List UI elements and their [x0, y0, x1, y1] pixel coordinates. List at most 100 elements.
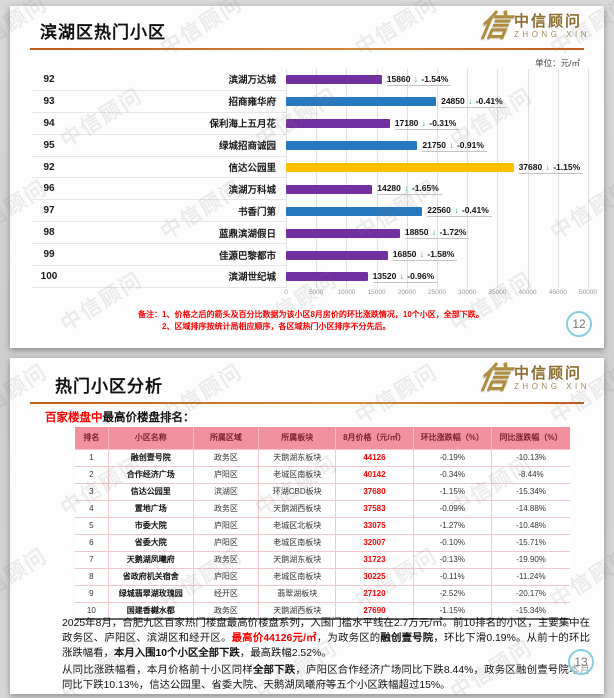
table-row: 6 省委大院 庐阳区 老城区南板块 32007 -0.10% -15.71%	[75, 533, 570, 551]
community-name: 蓝鼎滨湖假日	[218, 228, 276, 240]
title-underline	[30, 402, 584, 404]
table-row: 3 信达公园里 滨湖区 环湖CBD板块 37680 -1.15% -15.34%	[75, 482, 570, 500]
footnote-label: 备注：	[138, 310, 162, 319]
chart-row-label: 92 信达公园里	[32, 157, 286, 179]
column-header: 所属区域	[192, 427, 259, 449]
table-cell: 翡翠湖板块	[258, 584, 336, 602]
bar-value-label: 37680 ↓ -1.15%	[518, 161, 584, 174]
zhongxin-logo-text: 中信顾问 ZHONG XIN	[514, 366, 590, 391]
table-cell: 政务区	[192, 550, 259, 568]
table-cell: 44126	[335, 448, 414, 466]
price-bar	[286, 97, 437, 107]
chart-row-label: 98 蓝鼎滨湖假日	[32, 222, 286, 245]
chart-row-绿城招商诚园: 95 绿城招商诚园 21750 ↓ -0.91%	[32, 135, 588, 157]
table-cell: -1.15%	[412, 601, 492, 619]
table-cell: -0.19%	[412, 448, 492, 466]
x-axis-tick: 30000	[458, 289, 477, 296]
brand-name-en: ZHONG XIN	[514, 29, 590, 39]
table-cell: -20.17%	[491, 584, 570, 602]
gridline	[497, 69, 499, 288]
bar-value-label: 16850 ↓ -1.58%	[392, 249, 458, 262]
rank-number: 97	[43, 205, 55, 217]
table-row: 1 融创壹号院 政务区 天鹅湖东板块 44126 -0.19% -10.13%	[75, 448, 570, 466]
community-name: 佳源巴黎都市	[218, 250, 276, 262]
x-axis-tick: 25000	[427, 289, 447, 296]
table-cell: 合作经济广场	[107, 465, 194, 483]
footnote-lines: 1、价格之后的箭头及百分比数据为该小区8月房价的环比涨跌情况，10个小区，全部下…	[162, 309, 484, 334]
zhongxin-logo-text: 中信顾问 ZHONG XIN	[514, 14, 590, 39]
page-number-badge: 13	[568, 649, 594, 675]
table-cell: -15.34%	[491, 601, 570, 619]
chart-row-label: 97 书香门第	[32, 200, 286, 223]
down-arrow-icon: ↓	[399, 270, 404, 281]
table-cell: -10.13%	[491, 448, 570, 466]
bar-value-label: 15860 ↓ -1.54%	[386, 74, 452, 86]
analysis-text: 2025年8月，合肥九区百家热门楼盘最高价楼盘系列，入围门槛水平线在2.7万元/…	[62, 616, 590, 695]
table-cell: 7	[75, 550, 109, 568]
bar-value-label: 17180 ↓ -0.31%	[394, 118, 460, 130]
table-cell: 40142	[335, 465, 414, 483]
bar-value-label: 21750 ↓ -0.91%	[422, 140, 487, 152]
table-cell: -15.71%	[491, 533, 570, 551]
table-cell: 政务区	[192, 448, 259, 466]
rank-number: 96	[43, 183, 55, 195]
table-cell: -8.44%	[491, 465, 570, 483]
down-arrow-icon: ↓	[419, 249, 425, 260]
chart-row-蓝鼎滨湖假日: 98 蓝鼎滨湖假日 18850 ↓ -1.72%	[32, 222, 588, 245]
table-cell: 2	[75, 465, 109, 483]
table-cell: -0.09%	[412, 499, 492, 517]
chart-row-滨湖世纪城: 100 滨湖世纪城 13520 ↓ -0.96%	[32, 266, 588, 288]
page-number-badge: 12	[566, 311, 592, 337]
price-bar	[286, 163, 514, 172]
table-cell: -0.10%	[412, 533, 492, 551]
table-cell: 天鹅湖西板块	[258, 499, 336, 517]
gridline	[406, 69, 408, 288]
down-arrow-icon: ↓	[545, 161, 550, 172]
rank-number: 92	[43, 161, 55, 173]
down-arrow-icon: ↓	[431, 227, 437, 238]
bar-zone: 14280 ↓ -1.65%	[286, 178, 588, 200]
chart-row-label: 99 佳源巴黎都市	[32, 244, 286, 267]
zhongxin-logo-icon: 信	[476, 361, 513, 396]
table-cell: 8	[75, 567, 109, 585]
table-cell: 3	[75, 482, 109, 500]
table-cell: 信达公园里	[107, 482, 194, 500]
title-underline	[30, 48, 584, 50]
table-cell: 天鹅湖东板块	[258, 448, 336, 466]
table-cell: -19.90%	[491, 550, 570, 568]
table-row: 10 国建香樾水都 政务区 天鹅湖西板块 27690 -1.15% -15.34%	[75, 601, 570, 619]
chart-row-label: 92 滨湖万达城	[32, 69, 286, 91]
table-cell: 政务区	[192, 601, 259, 619]
x-axis-tick: 15000	[367, 289, 386, 296]
table-cell: 30225	[335, 567, 414, 585]
chart-row-书香门第: 97 书香门第 22560 ↓ -0.41%	[32, 200, 588, 223]
x-axis-tick: 50000	[578, 289, 598, 296]
price-bar	[286, 272, 368, 282]
analysis-paragraph-2: 从同比涨跌幅看，本月价格前十小区同样全部下跌，庐阳区合作经济广场同比下跌8.44…	[62, 665, 591, 692]
chart-row-保利海上五月花: 94 保利海上五月花 17180 ↓ -0.31%	[32, 113, 588, 135]
table-row: 2 合作经济广场 庐阳区 老城区南板块 40142 -0.34% -8.44%	[75, 465, 570, 483]
chart-row-佳源巴黎都市: 99 佳源巴黎都市 16850 ↓ -1.58%	[32, 244, 588, 267]
table-cell: 6	[75, 533, 109, 551]
rank-number: 100	[40, 270, 58, 282]
down-arrow-icon: ↓	[449, 139, 454, 150]
bar-zone: 13520 ↓ -0.96%	[286, 266, 588, 288]
gridline	[467, 69, 469, 288]
down-arrow-icon: ↓	[454, 205, 459, 216]
slide-binhu-hot-communities: 滨湖区热门小区 信 中信顾问 ZHONG XIN 单位：元/㎡ 92 滨湖万达城 1…	[10, 6, 604, 348]
bar-value-label: 22560 ↓ -0.41%	[427, 205, 492, 218]
rank-number: 99	[43, 249, 55, 261]
table-cell: -1.27%	[412, 516, 492, 534]
price-bar	[286, 250, 388, 260]
price-bar	[286, 206, 423, 216]
table-row: 7 天鹅湖凤曦府 政务区 天鹅湖东板块 31723 -0.13% -19.90%	[75, 550, 570, 568]
table-cell: 市委大院	[107, 516, 194, 534]
table-cell: 5	[75, 516, 109, 534]
chart-row-label: 94 保利海上五月花	[32, 113, 286, 135]
down-arrow-icon: ↓	[468, 95, 473, 106]
chart-row-label: 96 滨湖万科城	[32, 178, 286, 201]
brand-name-en: ZHONG XIN	[514, 381, 590, 391]
table-cell: -0.11%	[412, 567, 492, 585]
table-cell: 37680	[335, 482, 414, 500]
